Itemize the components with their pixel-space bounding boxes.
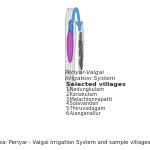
- Polygon shape: [67, 30, 73, 62]
- Polygon shape: [80, 32, 81, 42]
- Text: 3.Melachionnapatti: 3.Melachionnapatti: [66, 97, 113, 102]
- Polygon shape: [78, 22, 84, 75]
- Polygon shape: [69, 20, 73, 36]
- Polygon shape: [79, 40, 80, 48]
- Polygon shape: [81, 51, 82, 61]
- Text: Periyar-Vaigai
Irrigation System: Periyar-Vaigai Irrigation System: [65, 70, 116, 81]
- Text: Selected villages: Selected villages: [66, 82, 126, 87]
- Text: 6.Alanganallur: 6.Alanganallur: [66, 111, 102, 116]
- Text: 2.Kanakulam: 2.Kanakulam: [66, 92, 98, 97]
- Text: 1.Nedungkulam: 1.Nedungkulam: [66, 87, 105, 92]
- Text: 5.Thiruvadagam: 5.Thiruvadagam: [66, 106, 106, 111]
- Polygon shape: [80, 58, 81, 67]
- Text: Figure 1. Study area: Periyar - Vaigai Irrigation System and sample villages in : Figure 1. Study area: Periyar - Vaigai I…: [0, 140, 150, 145]
- Polygon shape: [80, 48, 81, 57]
- Polygon shape: [65, 8, 76, 92]
- Text: 4.Solavandan: 4.Solavandan: [66, 101, 99, 106]
- Polygon shape: [81, 41, 82, 51]
- Polygon shape: [81, 61, 82, 70]
